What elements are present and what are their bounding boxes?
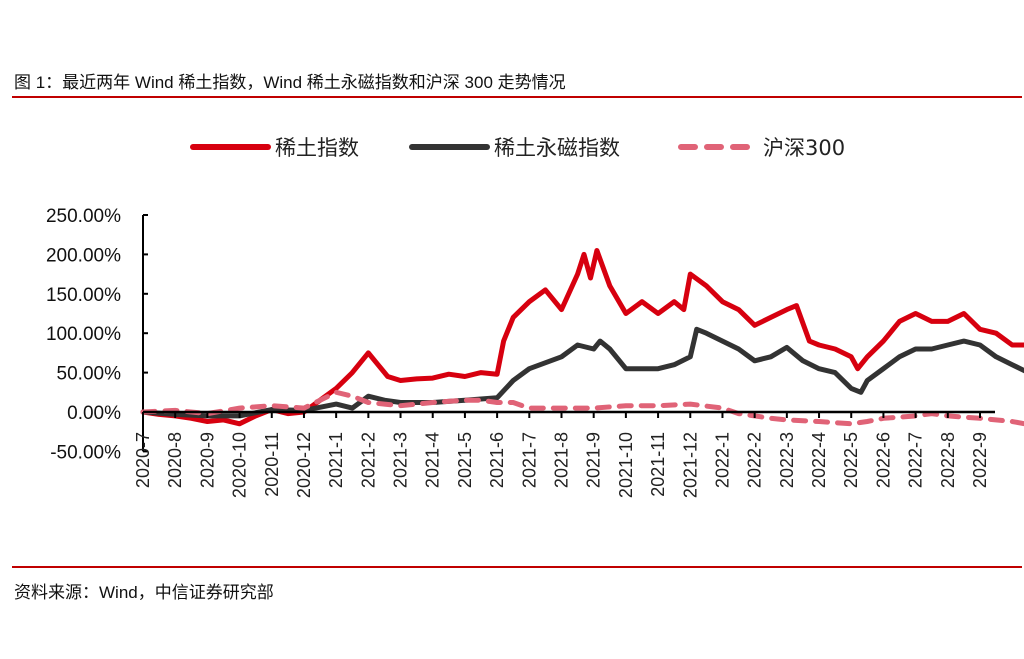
x-tick-label: 2021-2 [358,432,378,488]
x-tick-label: 2022-6 [873,432,893,488]
x-tick-label: 2021-6 [487,432,507,488]
x-tick-label: 2020-7 [133,432,153,488]
legend-label: 稀土永磁指数 [494,136,620,160]
x-tick-label: 2020-10 [230,432,250,498]
x-tick-label: 2021-3 [391,432,411,488]
legend-label: 沪深300 [763,136,845,160]
source-note: 资料来源：Wind，中信证券研究部 [14,583,274,602]
y-axis: 250.00% 200.00% 150.00% 100.00% 50.00% 0.00% -… [46,206,148,463]
series-line-0 [140,248,1024,427]
x-tick-label: 2021-10 [616,432,636,498]
y-tick-label: 50.00% [57,364,122,385]
x-tick-label: 2021-1 [326,432,346,488]
x-tick-label: 2022-3 [777,432,797,488]
y-tick-label: 250.00% [46,206,121,227]
x-axis: 2020-7 2020-8 2020-9 2020-10 2020-11 2020-12 2… [133,410,995,498]
y-tick-label: 150.00% [46,285,121,306]
x-tick-label: 2022-7 [906,432,926,488]
y-tick-label: 0.00% [67,403,121,424]
x-tick-label: 2021-5 [455,432,475,488]
y-tick-label: 200.00% [46,245,121,266]
x-tick-label: 2021-9 [584,432,604,488]
series-line-1 [140,326,1024,419]
x-tick-label: 2022-4 [809,432,829,488]
figure-title: 图 1：最近两年 Wind 稀土指数，Wind 稀土永磁指数和沪深 300 走势… [14,73,566,92]
x-tick-label: 2022-1 [712,432,732,488]
source-divider [12,566,1022,568]
x-tick-label: 2022-2 [745,432,765,488]
series-group [140,248,1024,427]
x-tick-label: 2020-12 [294,432,314,498]
x-tick-label: 2022-9 [970,432,990,488]
x-tick-label: 2020-8 [165,432,185,488]
x-tick-label: 2021-4 [423,432,443,488]
x-tick-label: 2022-8 [938,432,958,488]
x-tick-label: 2022-5 [841,432,861,488]
x-tick-label: 2021-7 [519,432,539,488]
y-tick-label: -50.00% [50,442,121,463]
legend-label: 稀土指数 [275,136,359,160]
y-tick-label: 100.00% [46,324,121,345]
x-tick-label: 2021-12 [680,432,700,498]
series-line-2 [140,389,1024,427]
x-tick-label: 2020-11 [262,432,282,497]
legend: 稀土指数 稀土永磁指数 沪深300 [190,136,845,160]
title-divider [12,96,1022,98]
x-tick-label: 2020-9 [197,432,217,488]
x-tick-label: 2021-8 [552,432,572,488]
x-tick-label: 2021-11 [648,432,668,497]
